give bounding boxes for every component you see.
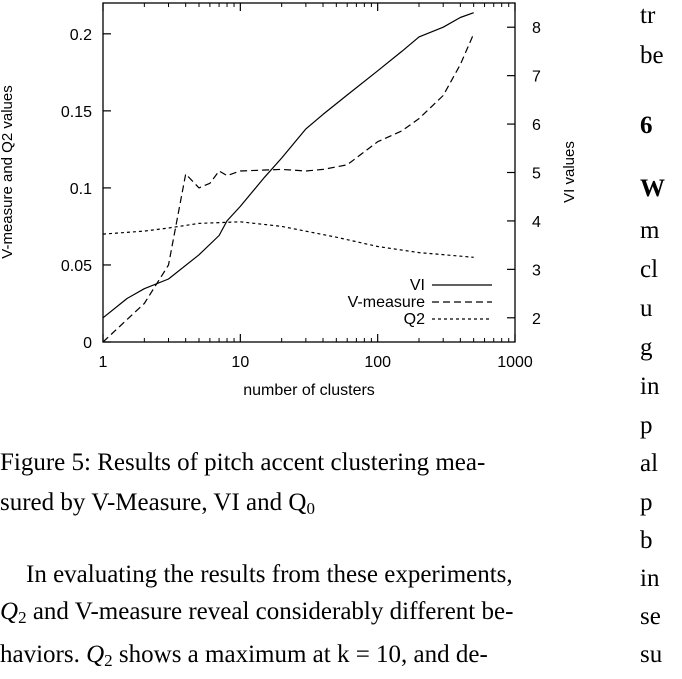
y-right-tick-label: 6: [532, 117, 541, 134]
y-right-tick-label: 4: [532, 214, 541, 231]
plot-frame: [102, 2, 516, 343]
y-left-tick-label: 0.1: [70, 181, 92, 198]
body-line-1-text: In evaluating the results from these exp…: [26, 561, 513, 588]
series-line-vi: [102, 12, 474, 319]
right-col-line: b: [640, 527, 653, 554]
right-col-line: p: [640, 412, 653, 439]
x-tick-label: 1000: [497, 354, 533, 371]
y-left-tick-label: 0.05: [61, 258, 92, 275]
body-line-2-q: Q: [0, 598, 19, 625]
y-left-tick-label: 0.15: [61, 104, 92, 121]
y-right-tick-label: 8: [532, 20, 541, 37]
legend-label-q2: Q2: [404, 311, 425, 328]
legend-label-v-measure: V-measure: [348, 294, 425, 311]
right-col-line: tr: [640, 2, 656, 29]
right-col-line: cl: [640, 256, 659, 283]
body-line-3: haviors. Q2 shows a maximum at k = 10, a…: [0, 636, 610, 679]
right-col-line: p: [640, 489, 653, 516]
chart: 1 10 100 1000 0 0.05 0.1 0.15 0.2 2 3 4 5 6 7 8 V-measu…: [0, 2, 578, 399]
right-col-line: in: [640, 373, 660, 400]
y-right-tick-label: 7: [532, 69, 541, 86]
x-tick-label: 1: [99, 354, 108, 371]
right-col-line: in: [640, 565, 660, 592]
x-axis-label: number of clusters: [243, 382, 375, 399]
figure-caption: Figure 5: Results of pitch accent cluste…: [0, 443, 610, 529]
body-line-3-sub: 2: [104, 651, 113, 670]
caption-line-2-text: sured by V-Measure, VI and Q: [0, 489, 307, 516]
y-right-axis-label: VI values: [561, 141, 578, 203]
y-left-tick-label: 0.2: [70, 27, 92, 44]
y-left-tick-label: 0: [83, 335, 92, 352]
y-right-tick-label: 3: [532, 262, 541, 279]
right-col-line: g: [640, 334, 653, 361]
caption-line-2: sured by V-Measure, VI and Q0: [0, 483, 610, 529]
body-line-3-pre: haviors.: [0, 641, 87, 668]
right-column-fragment: tr be 6 W m cl u g in p al p b in se su: [640, 0, 682, 671]
body-line-2-sub: 2: [18, 608, 27, 627]
series-line-v-measure: [102, 33, 475, 343]
right-col-line: u: [640, 295, 653, 322]
y-left-axis-label: V-measure and Q2 values: [0, 85, 16, 258]
legend-label-vi: VI: [410, 277, 425, 294]
right-col-line: W: [640, 175, 665, 202]
body-line-2-text: and V-measure reveal considerably differ…: [26, 598, 514, 625]
caption-line-1: Figure 5: Results of pitch accent cluste…: [0, 449, 486, 476]
right-col-line: m: [640, 217, 660, 244]
y-right-tick-label: 2: [532, 311, 541, 328]
x-tick-label: 10: [231, 354, 249, 371]
body-line-3-q: Q: [86, 641, 105, 668]
legend: VI V-measure Q2: [348, 277, 492, 328]
right-col-line: se: [640, 603, 661, 630]
body-line-3-text: shows a maximum at k = 10, and de-: [112, 641, 488, 668]
right-col-line: al: [640, 450, 659, 477]
body-paragraph: In evaluating the results from these exp…: [0, 556, 610, 679]
x-tick-label: 100: [364, 354, 391, 371]
y-right-tick-label: 5: [532, 166, 541, 183]
right-col-line: 6: [640, 112, 653, 139]
series-line-q2: [102, 221, 474, 258]
body-line-2: Q2 and V-measure reveal considerably dif…: [0, 593, 610, 636]
right-col-line: be: [640, 42, 664, 69]
plot-frame-group: [102, 2, 516, 343]
series-layer: [102, 12, 475, 343]
ticks: 1 10 100 1000 0 0.05 0.1 0.15 0.2 2 3 4 5 6 7 8: [61, 3, 541, 371]
right-col-line: su: [640, 641, 663, 668]
caption-subscript: 0: [306, 499, 315, 518]
body-line-1: In evaluating the results from these exp…: [0, 556, 610, 593]
